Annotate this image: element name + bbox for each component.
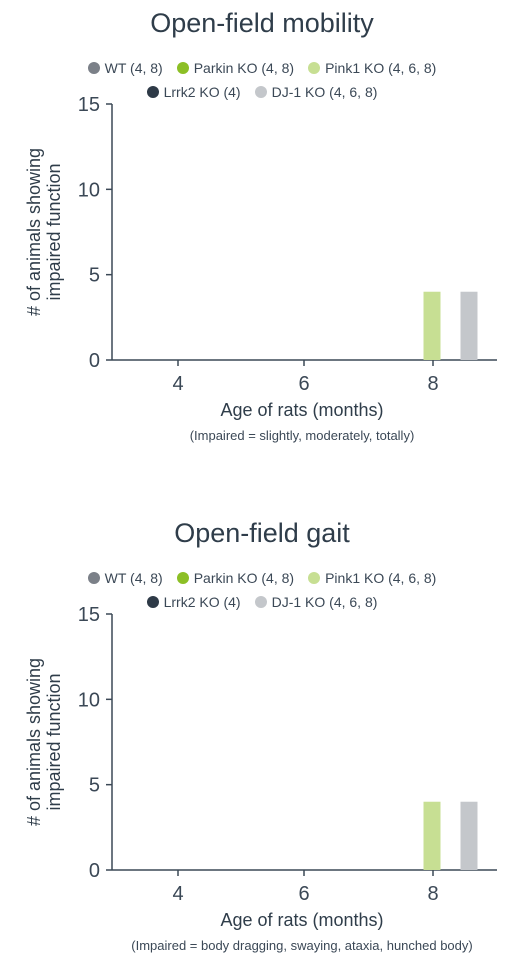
legend-label: DJ-1 KO (4, 6, 8)	[271, 84, 378, 100]
legend-label: WT (4, 8)	[104, 570, 163, 586]
x-tick-label: 8	[427, 883, 438, 905]
legend-swatch	[308, 572, 321, 584]
x-tick-label: 4	[172, 373, 183, 395]
legend-row: Lrrk2 KO (4) DJ-1 KO (4, 6, 8)	[0, 84, 524, 100]
y-axis-title: # of animals showingimpaired function	[24, 148, 64, 316]
legend-row: WT (4, 8) Parkin KO (4, 8) Pink1 KO (4, 6,…	[0, 570, 524, 586]
legend-item: Parkin KO (4, 8)	[176, 60, 295, 76]
legend-item: Parkin KO (4, 8)	[176, 570, 295, 586]
y-tick-label: 5	[89, 265, 100, 287]
legend-label: DJ-1 KO (4, 6, 8)	[271, 594, 378, 610]
legend-item: Lrrk2 KO (4)	[146, 84, 241, 100]
chart-title: Open-field mobility	[150, 8, 374, 38]
x-tick-label: 4	[172, 883, 183, 905]
legend-swatch	[87, 572, 100, 584]
chart-panel-mobility: Open-field mobility WT (4, 8) Parkin KO (…	[0, 8, 524, 443]
legend-label: Pink1 KO (4, 6, 8)	[325, 60, 437, 76]
legend-swatch	[146, 86, 159, 98]
x-tick-label: 8	[427, 373, 438, 395]
legend-swatch	[308, 62, 321, 74]
legend-swatch	[146, 596, 159, 608]
bar	[460, 801, 478, 870]
bar	[423, 801, 441, 870]
legend-item: Lrrk2 KO (4)	[146, 594, 241, 610]
legend-label: Parkin KO (4, 8)	[193, 60, 295, 76]
legend-label: Parkin KO (4, 8)	[193, 570, 295, 586]
legend-label: WT (4, 8)	[104, 60, 163, 76]
chart-title: Open-field gait	[174, 518, 350, 548]
x-tick-label: 6	[298, 883, 309, 905]
legend-swatch	[176, 62, 189, 74]
y-axis-title: # of animals showingimpaired function	[24, 658, 64, 826]
legend-label: Lrrk2 KO (4)	[163, 594, 241, 610]
y-axis-title-line: # of animals showing	[24, 658, 44, 826]
y-tick-label: 0	[89, 860, 100, 882]
legend-item: WT (4, 8)	[87, 570, 163, 586]
impairment-note: (Impaired = slightly, moderately, totall…	[190, 428, 415, 443]
y-tick-label: 10	[78, 179, 100, 201]
chart-panel-gait: Open-field gait WT (4, 8) Parkin KO (4, 8…	[0, 510, 524, 978]
y-tick-label: 15	[78, 94, 100, 116]
bar-chart-gait: 0 5 10 15 4 6 8 Age of rats (months) # of animal…	[24, 604, 497, 953]
y-tick-label: 0	[89, 350, 100, 372]
bar	[460, 291, 478, 360]
legend-row: WT (4, 8) Parkin KO (4, 8) Pink1 KO (4, 6,…	[0, 60, 524, 76]
y-axis-title-line: # of animals showing	[24, 148, 44, 316]
legend-row: Lrrk2 KO (4) DJ-1 KO (4, 6, 8)	[0, 594, 524, 610]
legend-item: WT (4, 8)	[87, 60, 163, 76]
y-tick-label: 10	[78, 689, 100, 711]
x-tick-label: 6	[298, 373, 309, 395]
legend-swatch	[254, 86, 267, 98]
x-axis-title: Age of rats (months)	[220, 910, 383, 930]
y-tick-label: 5	[89, 775, 100, 797]
legend-label: Pink1 KO (4, 6, 8)	[325, 570, 437, 586]
x-axis-title: Age of rats (months)	[220, 400, 383, 420]
y-axis-title-line: impaired function	[44, 673, 64, 810]
y-tick-label: 15	[78, 604, 100, 626]
legend: WT (4, 8) Parkin KO (4, 8) Pink1 KO (4, 6,…	[0, 60, 524, 104]
legend-label: Lrrk2 KO (4)	[163, 84, 241, 100]
legend: WT (4, 8) Parkin KO (4, 8) Pink1 KO (4, 6,…	[0, 570, 524, 614]
legend-item: Pink1 KO (4, 6, 8)	[308, 570, 436, 586]
legend-item: DJ-1 KO (4, 6, 8)	[254, 84, 378, 100]
legend-item: Pink1 KO (4, 6, 8)	[308, 60, 436, 76]
bar-chart-mobility: 0 5 10 15 4 6 8 Age of rats (months) # of animal…	[24, 94, 497, 443]
impairment-note: (Impaired = body dragging, swaying, atax…	[131, 938, 472, 953]
bar	[423, 291, 441, 360]
legend-swatch	[176, 572, 189, 584]
legend-swatch	[87, 62, 100, 74]
y-axis-title-line: impaired function	[44, 163, 64, 300]
legend-swatch	[254, 596, 267, 608]
legend-item: DJ-1 KO (4, 6, 8)	[254, 594, 378, 610]
